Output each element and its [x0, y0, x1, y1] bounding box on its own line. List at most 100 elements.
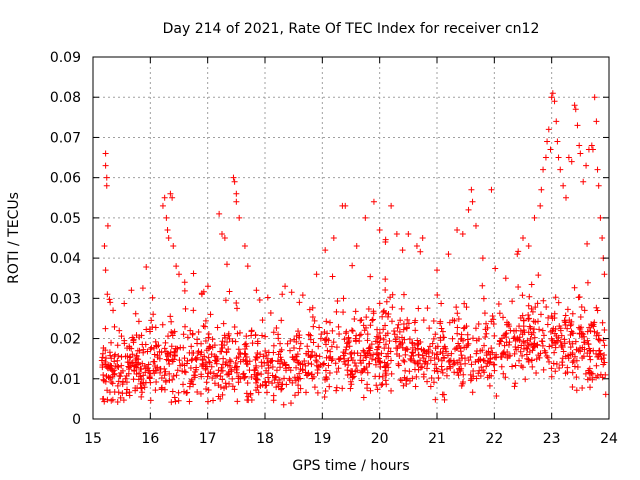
data-point: [201, 323, 208, 330]
data-point: [593, 362, 600, 369]
data-point: [205, 387, 212, 394]
data-point: [425, 353, 432, 360]
data-point: [376, 330, 383, 337]
data-point: [501, 342, 508, 349]
y-tick-label: 0.08: [50, 90, 81, 106]
data-point: [214, 372, 221, 379]
data-point: [571, 102, 578, 109]
data-point: [341, 336, 348, 343]
data-point: [539, 327, 546, 334]
y-axis-label: ROTI / TECUs: [6, 192, 22, 284]
data-point: [537, 311, 544, 318]
data-point: [275, 351, 282, 358]
data-point: [357, 357, 364, 364]
data-point: [202, 337, 209, 344]
data-point: [401, 374, 408, 381]
data-point: [217, 348, 224, 355]
data-point: [374, 349, 381, 356]
data-point: [198, 291, 205, 298]
data-point: [142, 341, 149, 348]
data-point: [573, 374, 580, 381]
data-point: [531, 214, 538, 221]
data-point: [413, 243, 420, 250]
data-point: [161, 386, 168, 393]
data-point: [170, 373, 177, 380]
data-point: [136, 370, 143, 377]
data-point: [208, 351, 215, 358]
data-point: [126, 354, 133, 361]
data-point: [376, 300, 383, 307]
data-point: [540, 297, 547, 304]
data-point: [430, 335, 437, 342]
data-point: [409, 375, 416, 382]
data-point: [223, 349, 230, 356]
data-point: [190, 372, 197, 379]
data-point: [211, 353, 218, 360]
data-point: [493, 354, 500, 361]
data-point: [364, 337, 371, 344]
data-point: [217, 373, 224, 380]
data-point: [289, 354, 296, 361]
data-point: [296, 299, 303, 306]
data-point: [150, 358, 157, 365]
data-point: [432, 345, 439, 352]
data-point: [406, 368, 413, 375]
data-point: [566, 338, 573, 345]
data-point: [404, 346, 411, 353]
data-point: [556, 364, 563, 371]
data-point: [586, 365, 593, 372]
data-point: [373, 382, 380, 389]
data-point: [333, 384, 340, 391]
y-tick-label: 0.09: [50, 50, 81, 66]
data-point: [347, 385, 354, 392]
data-point: [400, 382, 407, 389]
data-point: [235, 346, 242, 353]
data-point: [491, 332, 498, 339]
data-point: [112, 363, 119, 370]
data-point: [179, 368, 186, 375]
data-point: [432, 331, 439, 338]
data-point: [348, 349, 355, 356]
data-point: [131, 363, 138, 370]
data-point: [533, 369, 540, 376]
data-point: [568, 328, 575, 335]
data-point: [126, 392, 133, 399]
data-point: [568, 321, 575, 328]
data-point: [408, 357, 415, 364]
data-point: [270, 342, 277, 349]
data-point: [491, 361, 498, 368]
data-point: [253, 353, 260, 360]
data-point: [460, 378, 467, 385]
data-point: [234, 330, 241, 337]
data-point: [393, 230, 400, 237]
data-point: [118, 353, 125, 360]
data-point: [132, 310, 139, 317]
data-point: [102, 325, 109, 332]
data-point: [332, 360, 339, 367]
data-point: [237, 358, 244, 365]
data-point: [597, 371, 604, 378]
data-point: [460, 371, 467, 378]
data-point: [388, 202, 395, 209]
data-point: [119, 390, 126, 397]
data-point: [438, 366, 445, 373]
data-point: [535, 272, 542, 279]
data-point: [184, 360, 191, 367]
data-point: [171, 348, 178, 355]
data-point: [420, 373, 427, 380]
data-point: [333, 369, 340, 376]
data-point: [294, 351, 301, 358]
data-point: [578, 304, 585, 311]
data-point: [305, 360, 312, 367]
data-point: [189, 331, 196, 338]
data-point: [507, 327, 514, 334]
data-point: [203, 386, 210, 393]
data-point: [601, 342, 608, 349]
data-point: [500, 348, 507, 355]
data-point: [281, 375, 288, 382]
x-tick-label: 19: [313, 431, 331, 447]
data-point: [573, 387, 580, 394]
data-point: [543, 303, 550, 310]
data-point: [102, 361, 109, 368]
data-point: [564, 325, 571, 332]
